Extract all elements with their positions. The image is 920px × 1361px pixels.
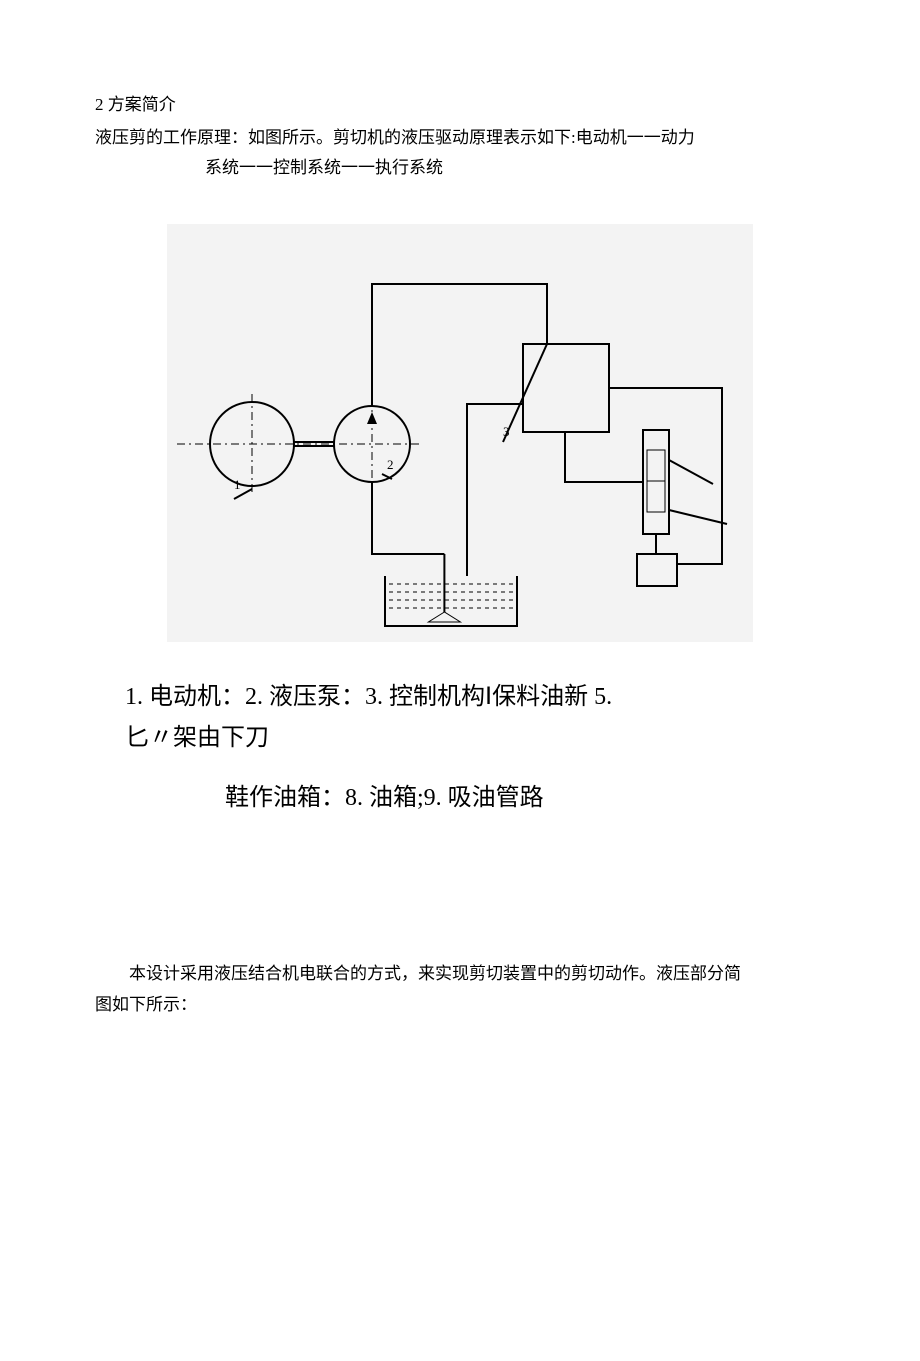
svg-text:3: 3 <box>503 424 510 439</box>
svg-text:1: 1 <box>234 477 241 492</box>
diagram-legend-line-3: 鞋作油箱：8. 油箱;9. 吸油管路 <box>225 778 825 819</box>
body-text-line-2: 系统一一控制系统一一执行系统 <box>95 153 825 184</box>
body-text-line-1: 液压剪的工作原理：如图所示。剪切机的液压驱动原理表示如下:电动机一一动力 <box>95 123 825 154</box>
schematic-svg: 1 2 3 <box>167 224 753 642</box>
svg-text:2: 2 <box>387 457 394 472</box>
section-heading: 2 方案简介 <box>95 90 825 121</box>
diagram-legend-line-1: 1. 电动机：2. 液压泵：3. 控制机构Ⅰ保料油新 5. <box>125 677 825 718</box>
body-paragraph-3: 图如下所示： <box>95 990 825 1021</box>
hydraulic-schematic-diagram: 1 2 3 <box>167 224 753 647</box>
body-paragraph-2: 本设计采用液压结合机电联合的方式，来实现剪切装置中的剪切动作。液压部分简 <box>95 959 825 990</box>
diagram-legend-line-2: 匕〃架由下刀 <box>125 718 825 759</box>
